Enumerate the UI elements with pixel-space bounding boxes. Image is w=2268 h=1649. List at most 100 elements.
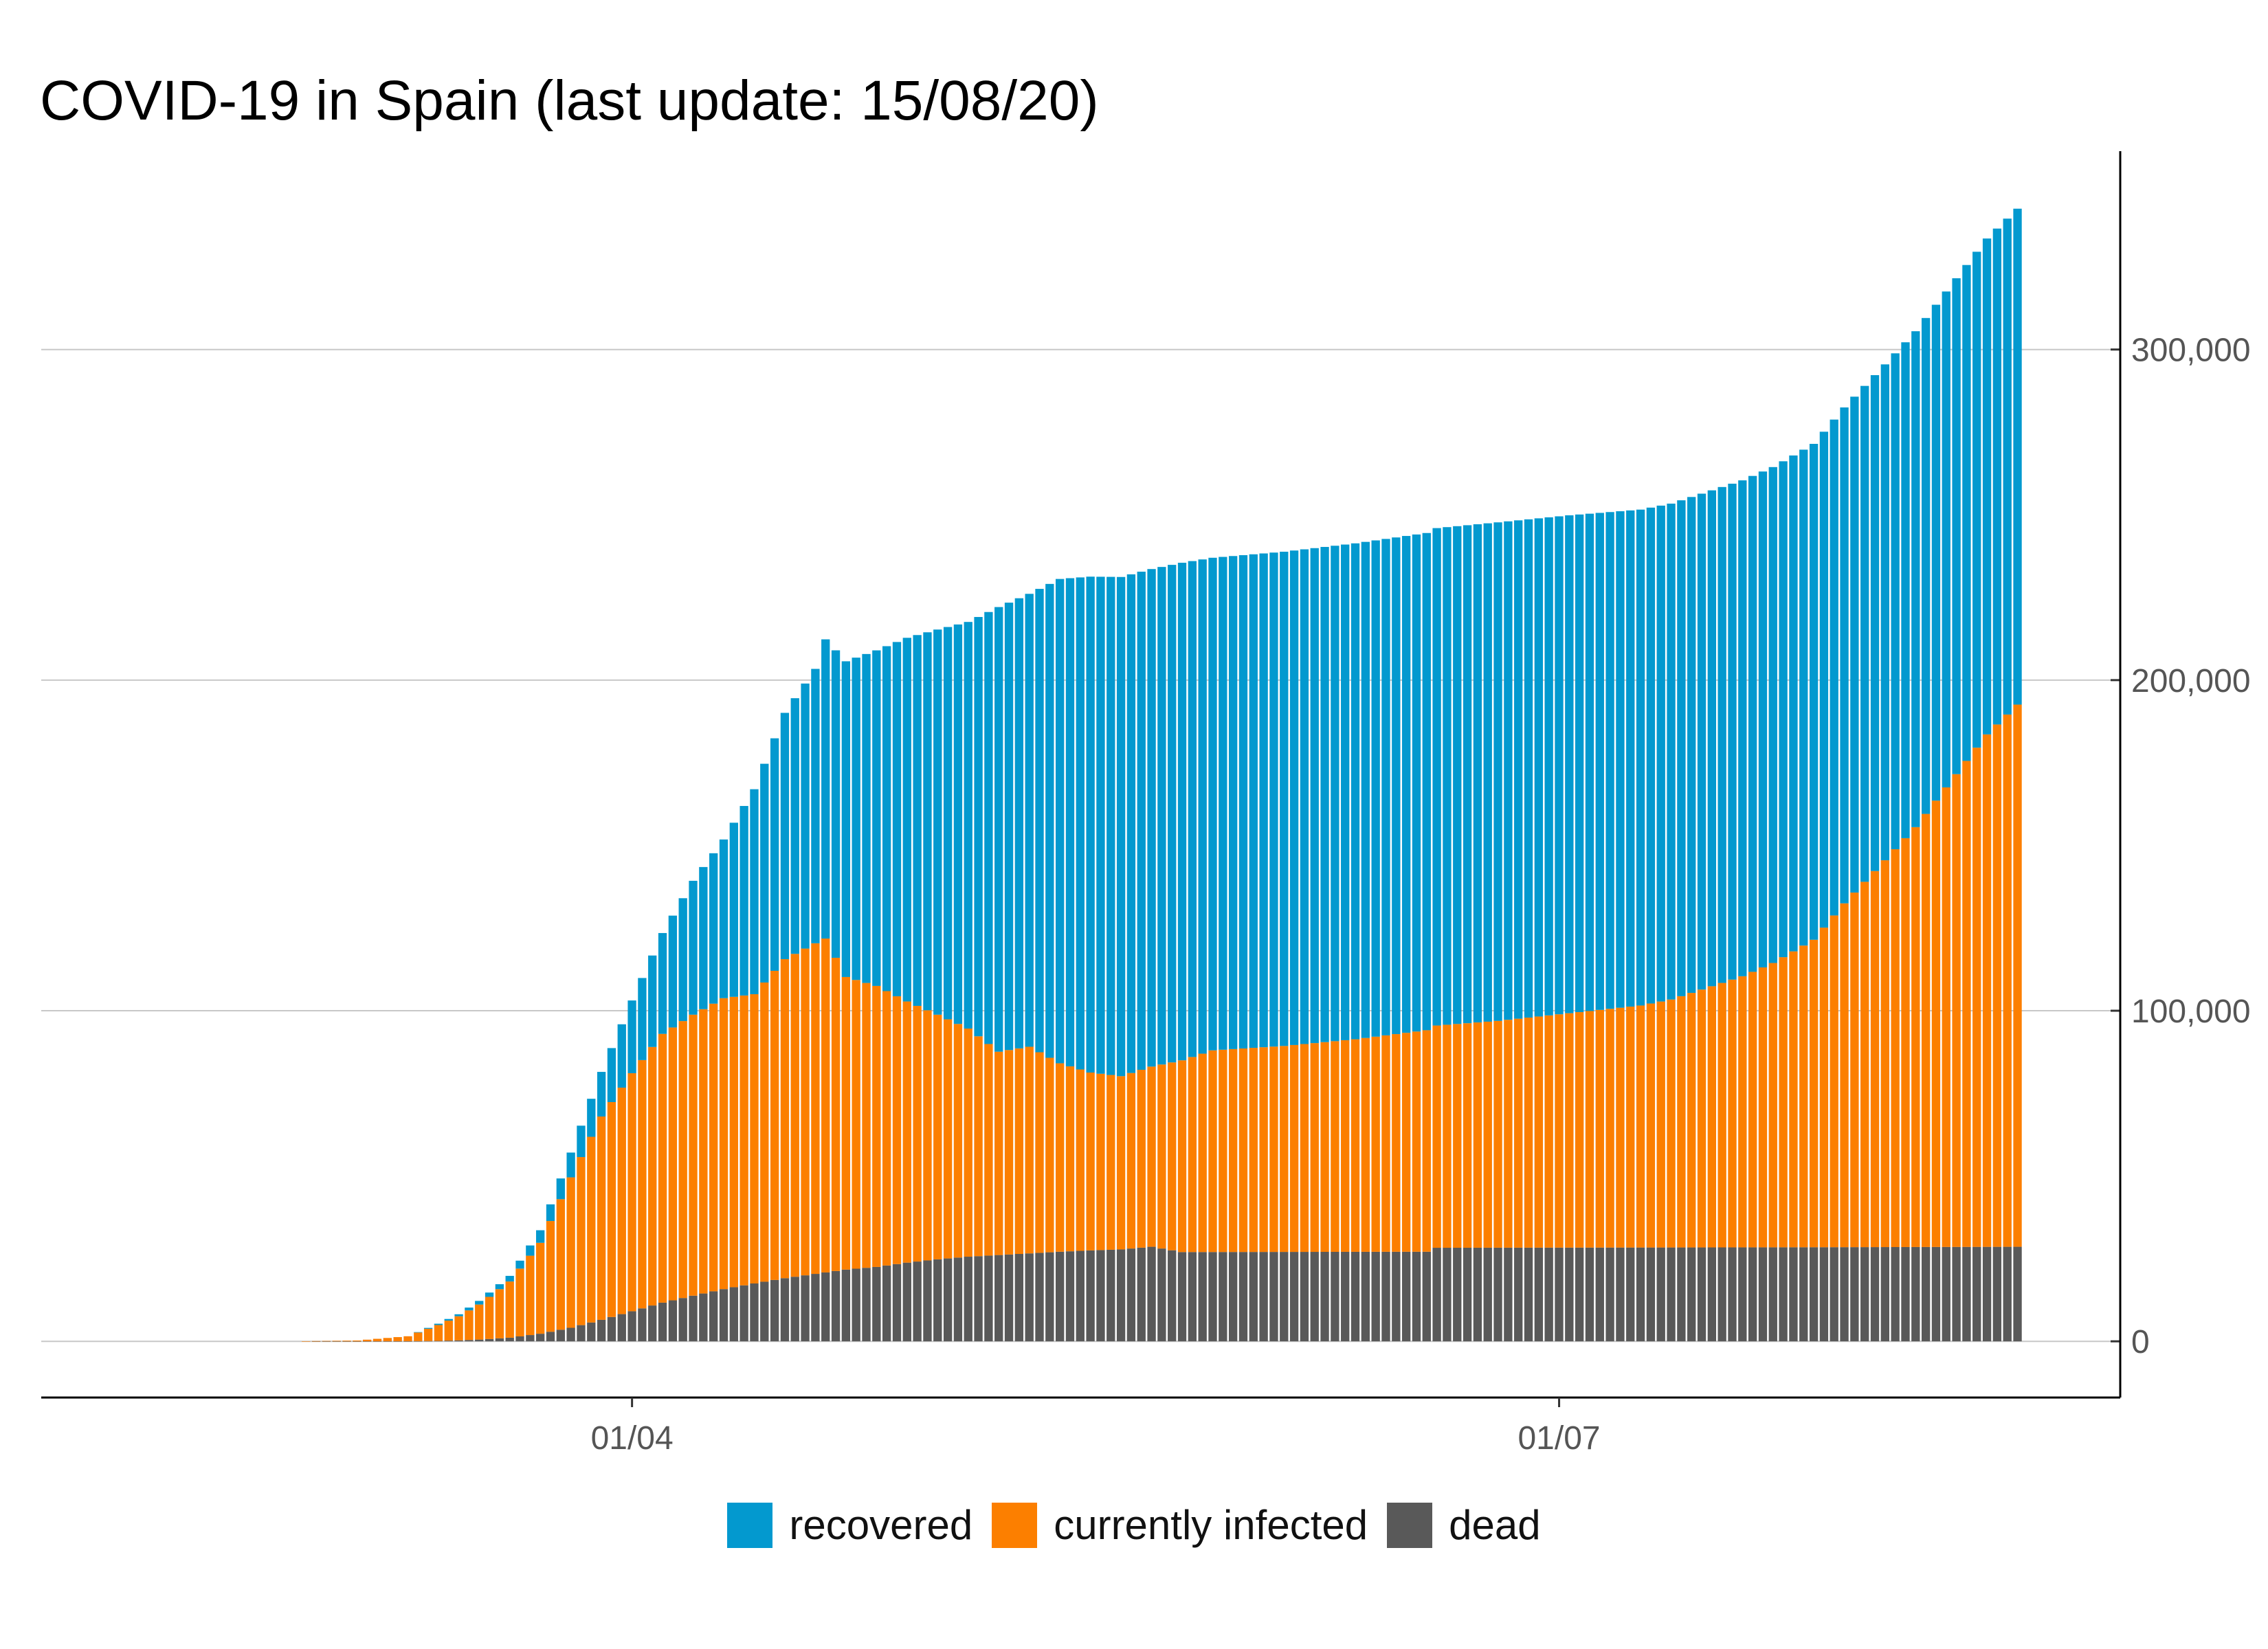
bar-recovered	[862, 653, 871, 983]
bar-dead	[526, 1335, 535, 1342]
bar-dead	[566, 1327, 575, 1342]
bar-recovered	[1931, 304, 1941, 801]
bar-currently-infected	[515, 1268, 524, 1336]
bar-recovered	[964, 622, 972, 1029]
bar-dead	[1758, 1247, 1768, 1342]
bar-currently-infected	[1004, 1050, 1014, 1255]
bar-currently-infected	[597, 1117, 606, 1320]
bar-dead	[740, 1285, 748, 1342]
bar-recovered	[1891, 353, 1900, 849]
bar-dead	[1717, 1247, 1726, 1342]
bar-currently-infected	[475, 1304, 484, 1340]
bar-recovered	[1616, 511, 1625, 1008]
bar-currently-infected	[974, 1036, 983, 1257]
bar-recovered	[1982, 238, 1992, 734]
bar-currently-infected	[913, 1005, 922, 1262]
bar-currently-infected	[1565, 1013, 1574, 1248]
legend: recovered currently infected dead	[0, 1501, 2268, 1549]
bar-dead	[964, 1257, 972, 1342]
bar-currently-infected	[434, 1325, 443, 1341]
bar-recovered	[1952, 278, 1961, 774]
bar-recovered	[1392, 537, 1401, 1035]
bar-recovered	[1555, 516, 1564, 1015]
bar-recovered	[1453, 526, 1462, 1024]
x-tick-label: 01/07	[1517, 1420, 1600, 1457]
bar-recovered	[1280, 551, 1289, 1046]
bar-recovered	[1137, 572, 1146, 1070]
bar-recovered	[770, 738, 779, 971]
bar-currently-infected	[790, 954, 799, 1277]
bar-dead	[1198, 1252, 1207, 1342]
legend-label-recovered: recovered	[789, 1502, 973, 1548]
bar-recovered	[852, 658, 860, 980]
bar-dead	[1126, 1248, 1136, 1342]
bar-dead	[1738, 1247, 1747, 1342]
bar-dead	[1188, 1252, 1197, 1342]
bar-recovered	[444, 1319, 453, 1321]
bar-dead	[475, 1339, 484, 1342]
bar-recovered	[1840, 407, 1849, 904]
bar-recovered	[423, 1327, 433, 1329]
bar-currently-infected	[1401, 1033, 1411, 1252]
bar-recovered	[1667, 503, 1676, 1000]
bar-dead	[1707, 1247, 1717, 1342]
bar-recovered	[1361, 541, 1370, 1038]
bar-recovered	[1646, 507, 1656, 1004]
bar-recovered	[953, 624, 963, 1024]
bar-dead	[760, 1281, 769, 1342]
bar-dead	[719, 1289, 729, 1342]
bar-recovered	[811, 669, 820, 943]
bar-dead	[790, 1277, 799, 1342]
bar-dead	[505, 1337, 514, 1342]
bar-dead	[1381, 1251, 1390, 1342]
bar-dead	[597, 1319, 606, 1342]
bar-recovered	[1157, 567, 1166, 1065]
bar-dead	[1310, 1252, 1319, 1342]
bar-currently-infected	[1544, 1015, 1553, 1248]
bar-currently-infected	[1585, 1011, 1594, 1248]
bar-dead	[852, 1268, 860, 1342]
bar-recovered	[1748, 475, 1757, 972]
chart-title: COVID-19 in Spain (last update: 15/08/20…	[40, 69, 1099, 132]
bar-recovered	[1565, 515, 1574, 1013]
bar-dead	[332, 1341, 341, 1342]
bar-recovered	[1035, 589, 1044, 1053]
bar-dead	[1646, 1247, 1656, 1342]
bar-dead	[1595, 1247, 1604, 1342]
bar-dead	[1065, 1251, 1075, 1342]
bar-currently-infected	[1575, 1012, 1584, 1248]
bar-dead	[1534, 1247, 1544, 1342]
bar-dead	[1208, 1252, 1217, 1342]
legend-label-dead: dead	[1449, 1502, 1541, 1548]
bar-currently-infected	[1524, 1018, 1533, 1248]
x-tick-label: 01/04	[591, 1420, 674, 1457]
bar-recovered	[1147, 569, 1156, 1067]
bar-currently-infected	[872, 985, 881, 1267]
bar-recovered	[1819, 431, 1829, 928]
bar-currently-infected	[1992, 724, 2002, 1247]
bar-currently-infected	[1320, 1042, 1329, 1253]
bar-dead	[434, 1340, 443, 1342]
bar-dead	[1259, 1252, 1268, 1342]
bar-currently-infected	[617, 1087, 626, 1314]
bar-dead	[1656, 1247, 1665, 1342]
bar-currently-infected	[1870, 871, 1880, 1248]
bar-dead	[729, 1287, 738, 1342]
bar-dead	[1942, 1246, 1950, 1342]
bar-currently-infected	[1687, 993, 1696, 1248]
bar-currently-infected	[2013, 704, 2022, 1247]
bar-recovered	[994, 607, 1003, 1052]
bar-dead	[913, 1261, 922, 1342]
bar-currently-infected	[862, 983, 871, 1268]
bar-currently-infected	[1228, 1048, 1238, 1253]
bar-dead	[342, 1341, 351, 1342]
bar-dead	[1952, 1246, 1961, 1342]
bar-currently-infected	[1656, 1001, 1665, 1248]
bar-recovered	[1065, 578, 1075, 1067]
bar-currently-infected	[1198, 1053, 1207, 1253]
bar-currently-infected	[1300, 1044, 1309, 1253]
bar-recovered	[1401, 536, 1411, 1033]
bar-dead	[1249, 1252, 1258, 1342]
bar-currently-infected	[1065, 1066, 1075, 1252]
bar-dead	[607, 1316, 616, 1342]
